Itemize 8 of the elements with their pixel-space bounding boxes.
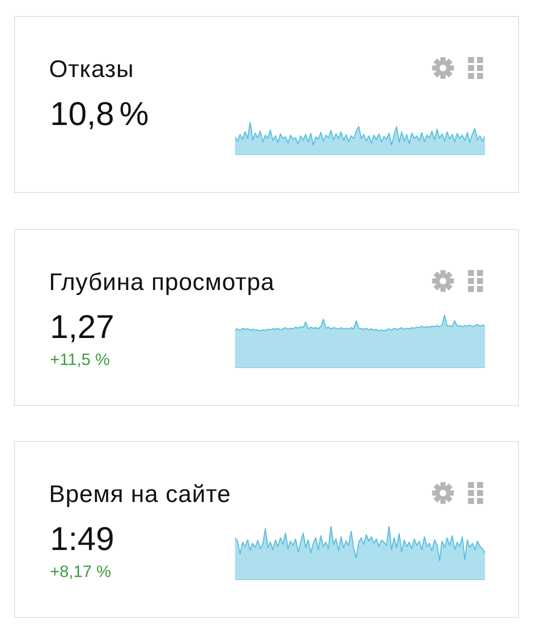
chart-title: Время на сайте <box>49 481 231 509</box>
chart-subtitle: 10,8 % <box>50 95 149 133</box>
text: +11,5 % <box>50 351 110 370</box>
text: +8,17 % <box>50 563 112 582</box>
chart-title: Отказы <box>49 56 134 84</box>
chart-title: Глубина просмотра <box>49 269 275 297</box>
chart-subtitle: 1,27 <box>50 308 114 346</box>
chart-subtitle: 1:49 <box>50 520 114 558</box>
